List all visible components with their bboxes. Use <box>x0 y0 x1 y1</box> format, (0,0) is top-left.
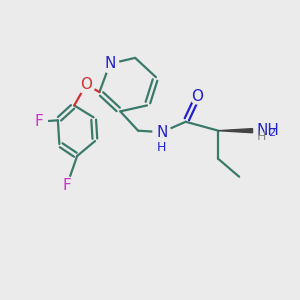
Text: 2: 2 <box>268 128 275 138</box>
Text: H: H <box>157 140 167 154</box>
Circle shape <box>30 113 47 131</box>
Text: H: H <box>257 130 266 143</box>
Text: F: F <box>62 178 71 193</box>
Polygon shape <box>218 129 253 133</box>
Circle shape <box>190 89 205 104</box>
Text: NH: NH <box>256 123 279 138</box>
Text: N: N <box>104 56 116 71</box>
Circle shape <box>58 177 76 195</box>
Circle shape <box>153 123 171 141</box>
Text: O: O <box>80 77 92 92</box>
Text: F: F <box>34 114 43 129</box>
Text: N: N <box>156 125 168 140</box>
Circle shape <box>77 76 95 94</box>
Circle shape <box>245 120 269 144</box>
Text: O: O <box>192 89 204 104</box>
Circle shape <box>101 55 119 73</box>
